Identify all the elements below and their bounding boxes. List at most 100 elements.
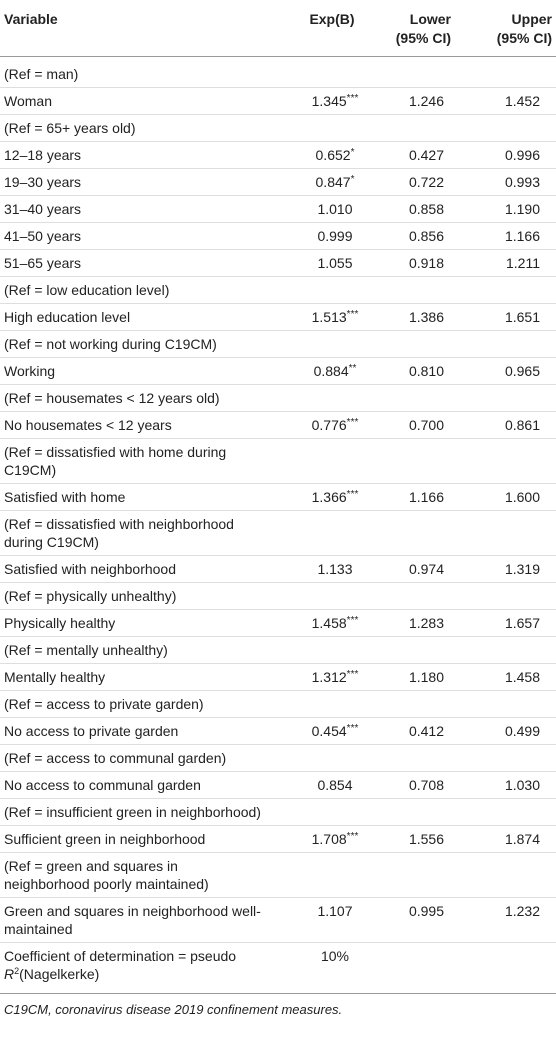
- variable-cell: Satisfied with neighborhood: [0, 555, 270, 583]
- exp-b-cell: 0.454***: [270, 717, 370, 745]
- exp-b-cell: [270, 636, 370, 664]
- lower-ci-cell: 0.708: [370, 771, 463, 799]
- exp-b-value: 1.513: [311, 309, 347, 325]
- table-row: High education level 1.513*** 1.386 1.651: [0, 303, 556, 331]
- exp-b-cell: 0.999: [270, 222, 370, 250]
- variable-cell: No access to communal garden: [0, 771, 270, 799]
- exp-b-value: 0.776: [311, 417, 347, 433]
- table-row: (Ref = dissatisfied with home during C19…: [0, 438, 556, 484]
- header-row: Variable Exp(B) Lower (95% CI) Upper (95% …: [0, 0, 556, 57]
- exp-b-cell: 0.776***: [270, 411, 370, 439]
- exp-b-value: 1.345: [311, 93, 347, 109]
- exp-b-cell: [270, 744, 370, 772]
- significance-marker: ***: [346, 831, 359, 842]
- lower-ci-cell: [370, 276, 463, 304]
- exp-b-cell: [270, 276, 370, 304]
- lower-ci-cell: [370, 510, 463, 556]
- lower-ci-cell: 0.918: [370, 249, 463, 277]
- exp-b-cell: 1.107: [270, 897, 370, 943]
- upper-ci-cell: 1.232: [463, 897, 556, 943]
- lower-ci-cell: 1.386: [370, 303, 463, 331]
- upper-ci-cell: 0.996: [463, 141, 556, 169]
- final-row-label: Coefficient of determination = pseudo R2…: [0, 942, 270, 994]
- lower-ci-cell: [370, 384, 463, 412]
- final-row-upper: [463, 942, 556, 994]
- exp-b-cell: [270, 582, 370, 610]
- variable-cell: High education level: [0, 303, 270, 331]
- table-row: No access to communal garden 0.854 0.708 1.…: [0, 771, 556, 799]
- table-row: No access to private garden 0.454*** 0.412…: [0, 717, 556, 745]
- upper-ci-cell: [463, 384, 556, 412]
- significance-marker: *: [350, 147, 355, 158]
- exp-b-cell: 0.652*: [270, 141, 370, 169]
- final-row-exp: 10%: [270, 942, 370, 994]
- exp-b-value: 1.366: [311, 489, 347, 505]
- variable-cell: (Ref = insufficient green in neighborhoo…: [0, 798, 270, 826]
- table-row: Green and squares in neighborhood well-m…: [0, 897, 556, 943]
- table-row: Satisfied with home 1.366*** 1.166 1.600: [0, 483, 556, 511]
- exp-b-cell: [270, 510, 370, 556]
- upper-ci-cell: [463, 56, 556, 88]
- variable-cell: (Ref = green and squares in neighborhood…: [0, 852, 270, 898]
- variable-cell: Physically healthy: [0, 609, 270, 637]
- table-row: Woman 1.345*** 1.246 1.452: [0, 87, 556, 115]
- table-row: (Ref = 65+ years old): [0, 114, 556, 142]
- exp-b-cell: 1.366***: [270, 483, 370, 511]
- variable-cell: Mentally healthy: [0, 663, 270, 691]
- variable-cell: (Ref = not working during C19CM): [0, 330, 270, 358]
- lower-ci-cell: 0.810: [370, 357, 463, 385]
- variable-cell: (Ref = access to communal garden): [0, 744, 270, 772]
- exp-b-cell: [270, 330, 370, 358]
- exp-b-cell: [270, 114, 370, 142]
- lower-ci-cell: [370, 56, 463, 88]
- exp-b-cell: [270, 56, 370, 88]
- significance-marker: ***: [346, 723, 359, 734]
- significance-marker: ***: [346, 489, 359, 500]
- variable-cell: 12–18 years: [0, 141, 270, 169]
- table-row: (Ref = insufficient green in neighborhoo…: [0, 798, 556, 826]
- variable-cell: Sufficient green in neighborhood: [0, 825, 270, 853]
- exp-b-value: 1.133: [317, 561, 353, 577]
- exp-b-value: 0.999: [317, 228, 353, 244]
- exp-b-cell: [270, 852, 370, 898]
- variable-cell: (Ref = dissatisfied with neighborhood du…: [0, 510, 270, 556]
- upper-ci-cell: [463, 330, 556, 358]
- table-row: Sufficient green in neighborhood 1.708***…: [0, 825, 556, 853]
- table-row: 12–18 years 0.652* 0.427 0.996: [0, 141, 556, 169]
- table-row: Physically healthy 1.458*** 1.283 1.657: [0, 609, 556, 637]
- table-row: (Ref = dissatisfied with neighborhood du…: [0, 510, 556, 556]
- variable-cell: (Ref = 65+ years old): [0, 114, 270, 142]
- variable-cell: (Ref = mentally unhealthy): [0, 636, 270, 664]
- table-row: 19–30 years 0.847* 0.722 0.993: [0, 168, 556, 196]
- variable-cell: Satisfied with home: [0, 483, 270, 511]
- lower-ci-cell: 0.427: [370, 141, 463, 169]
- table-row: 51–65 years 1.055 0.918 1.211: [0, 249, 556, 277]
- table-row: Mentally healthy 1.312*** 1.180 1.458: [0, 663, 556, 691]
- significance-marker: **: [348, 363, 357, 374]
- lower-ci-cell: 0.700: [370, 411, 463, 439]
- exp-b-cell: 1.010: [270, 195, 370, 223]
- upper-ci-cell: 1.030: [463, 771, 556, 799]
- table-row: Satisfied with neighborhood 1.133 0.974 1.3…: [0, 555, 556, 583]
- exp-b-cell: 1.458***: [270, 609, 370, 637]
- variable-cell: 19–30 years: [0, 168, 270, 196]
- upper-ci-cell: 1.600: [463, 483, 556, 511]
- upper-ci-cell: 1.166: [463, 222, 556, 250]
- table-row: (Ref = green and squares in neighborhood…: [0, 852, 556, 898]
- lower-ci-cell: [370, 690, 463, 718]
- significance-marker: *: [350, 174, 355, 185]
- exp-b-value: 1.458: [311, 615, 347, 631]
- exp-b-value: 0.847: [315, 174, 351, 190]
- significance-marker: ***: [346, 93, 359, 104]
- upper-ci-cell: [463, 114, 556, 142]
- upper-ci-cell: 1.452: [463, 87, 556, 115]
- exp-b-value: 1.107: [317, 903, 353, 919]
- exp-b-value: 0.884: [313, 363, 349, 379]
- lower-ci-cell: 1.556: [370, 825, 463, 853]
- variable-cell: (Ref = man): [0, 56, 270, 88]
- upper-ci-cell: 0.499: [463, 717, 556, 745]
- header-lower-ci: Lower (95% CI): [370, 0, 463, 57]
- header-upper-ci: Upper (95% CI): [463, 0, 556, 57]
- upper-ci-cell: 1.458: [463, 663, 556, 691]
- upper-ci-cell: [463, 276, 556, 304]
